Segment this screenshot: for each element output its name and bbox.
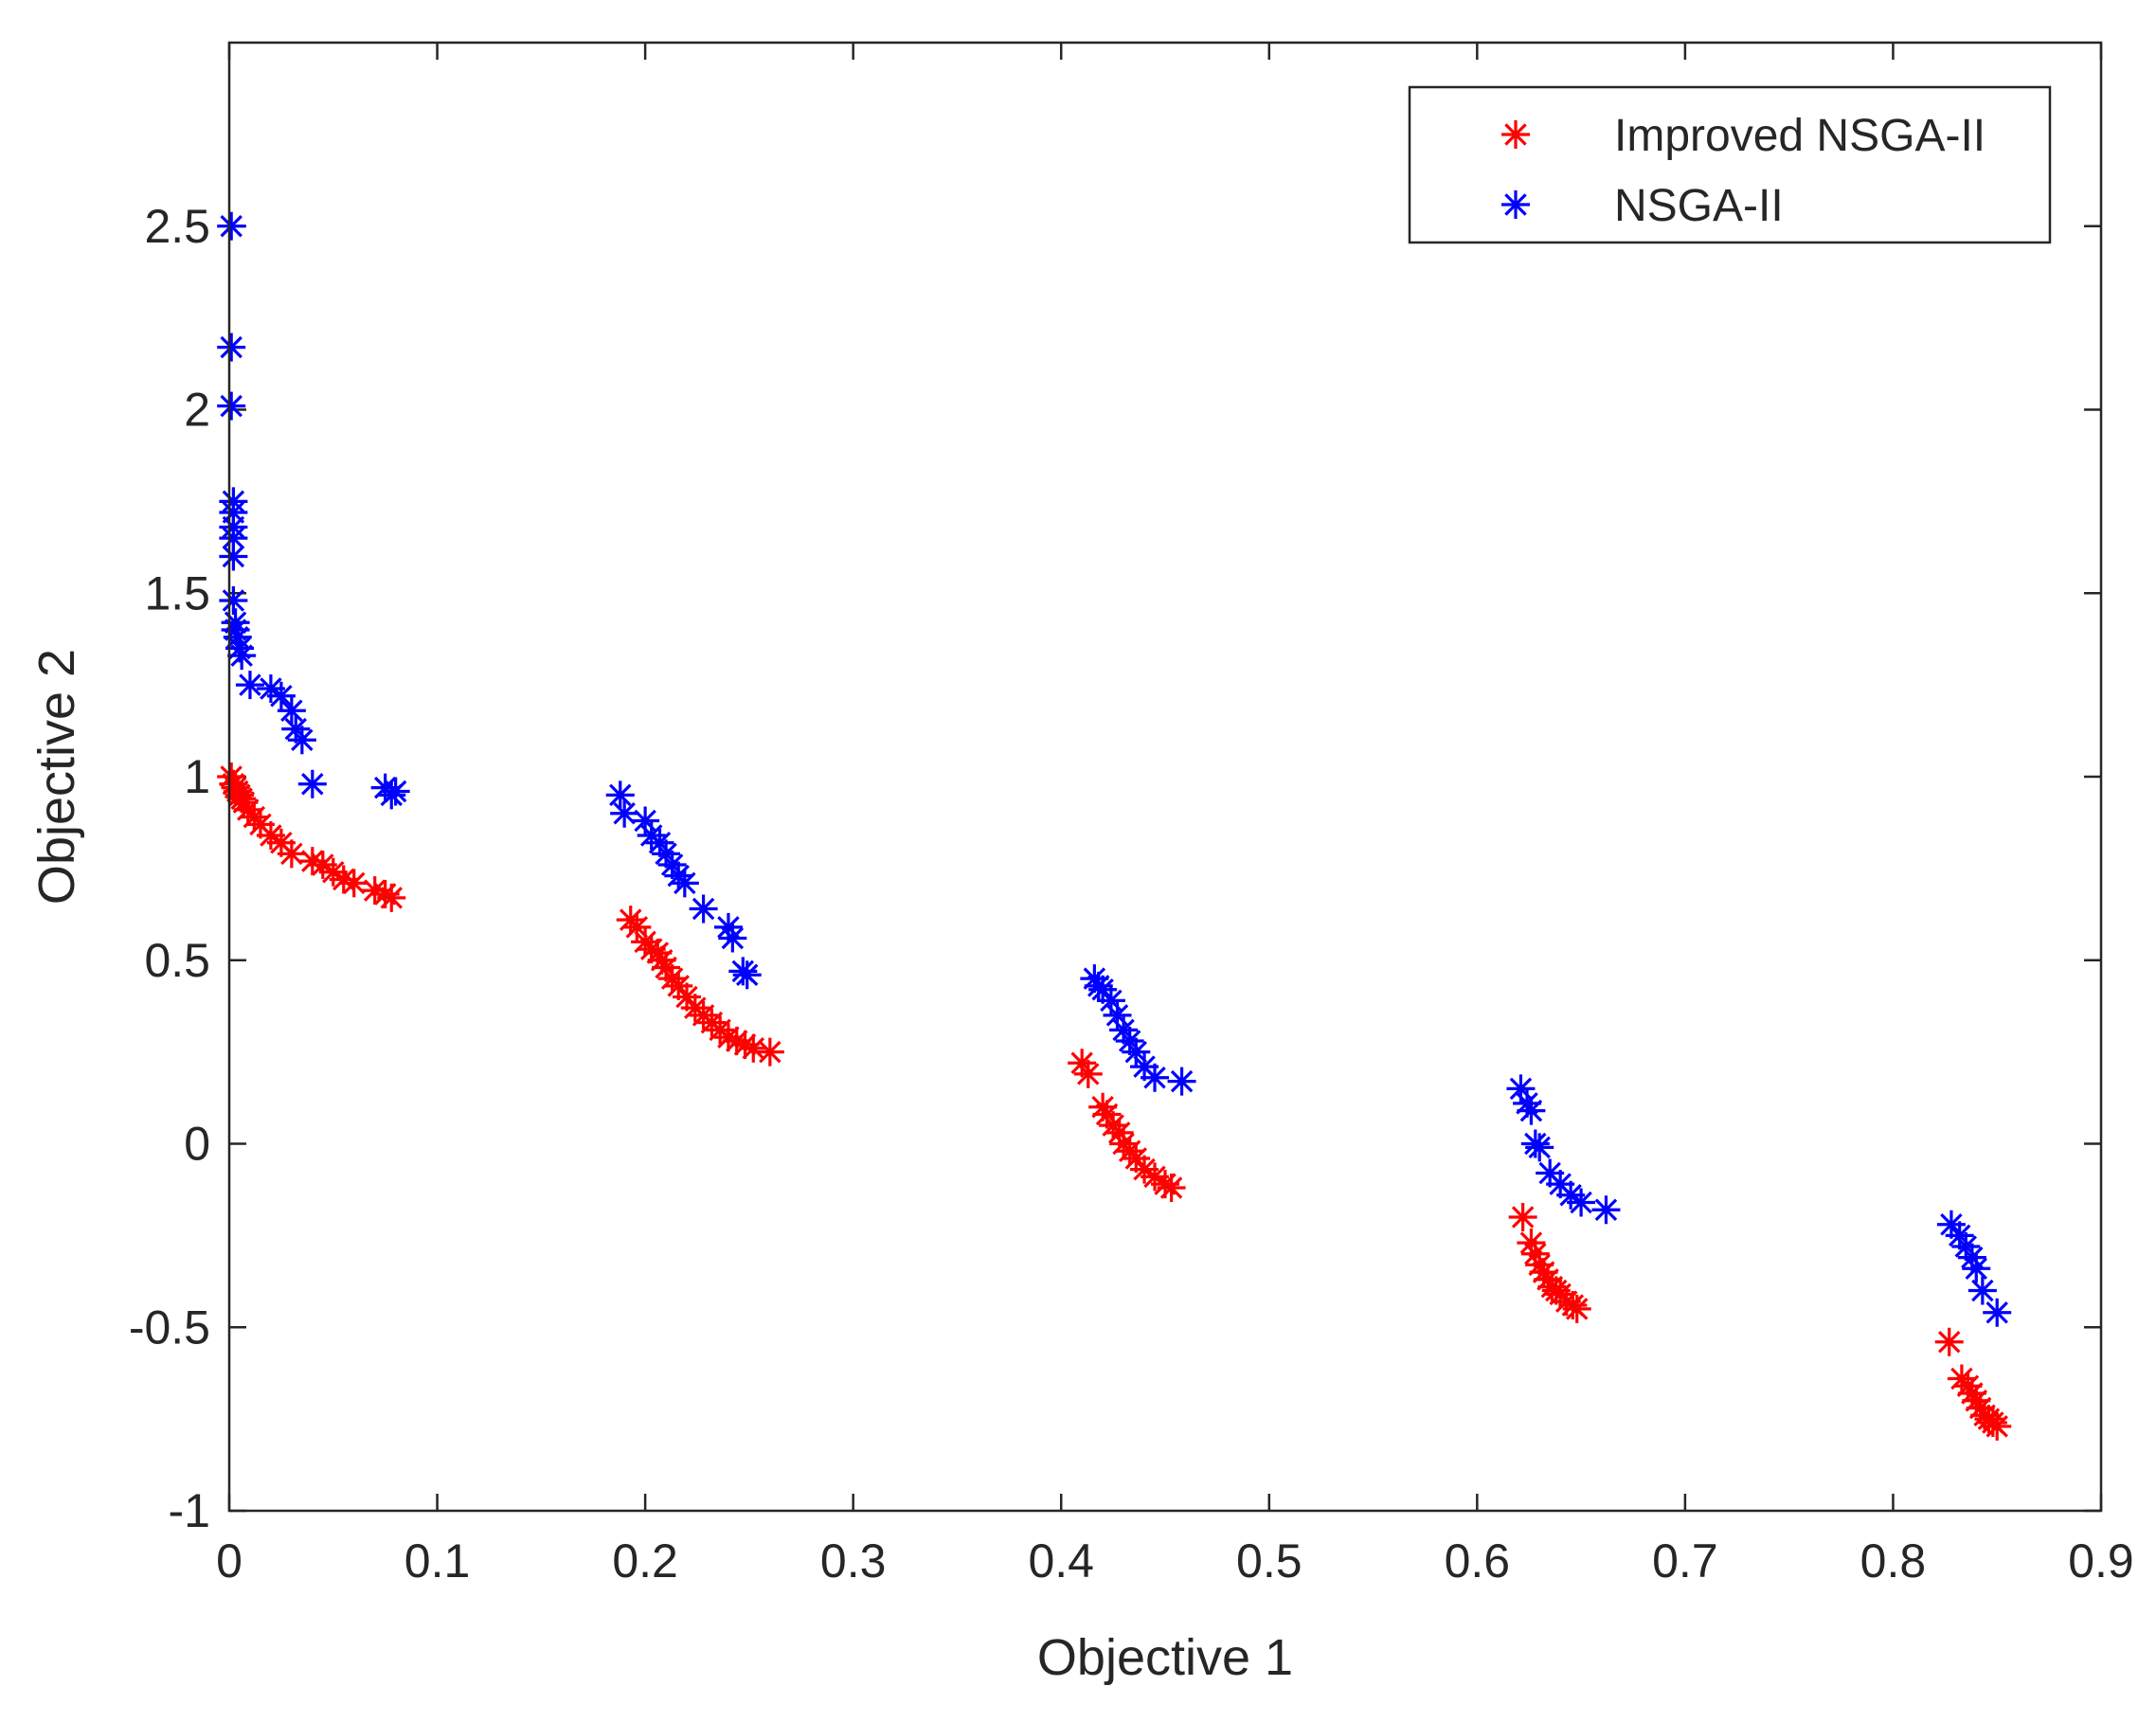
data-point [377, 883, 406, 912]
data-point [732, 960, 762, 990]
data-point [219, 542, 248, 571]
data-point [339, 869, 368, 898]
data-point [1591, 1195, 1621, 1225]
x-tick-label: 0.5 [1236, 1534, 1303, 1587]
legend-asterisk-icon [1501, 190, 1530, 219]
data-point [1517, 1096, 1546, 1125]
y-tick-label: 0.5 [144, 934, 210, 987]
x-tick-label: 0.1 [404, 1534, 471, 1587]
y-axis-title: Objective 2 [28, 649, 85, 905]
data-point [277, 839, 306, 869]
series-layer [217, 211, 2012, 1441]
series-nsga-ii [217, 211, 2012, 1327]
data-point [297, 769, 327, 798]
x-tick-labels: 0 0.1 0.2 0.3 0.4 0.5 0.6 0.7 0.8 0.9 [216, 1534, 2134, 1587]
data-point [1983, 1298, 2012, 1327]
x-tick-label: 0.9 [2068, 1534, 2134, 1587]
y-tick-labels: -1 -0.5 0 0.5 1 1.5 2 2.5 [129, 200, 210, 1537]
legend-label-improved-nsga-ii: Improved NSGA-II [1614, 111, 1985, 161]
legend: Improved NSGA-II NSGA-II [1408, 85, 2052, 244]
data-point [1983, 1411, 2012, 1441]
y-tick-label: -1 [169, 1484, 210, 1537]
data-point [277, 696, 306, 726]
data-point [1141, 1063, 1170, 1092]
data-point [610, 798, 639, 828]
data-point [217, 211, 246, 241]
data-point [1957, 1243, 1986, 1272]
data-point [1167, 1067, 1196, 1096]
data-point [227, 641, 257, 671]
y-tick-label: 2 [184, 384, 210, 437]
data-point [1073, 1059, 1103, 1088]
data-point [670, 869, 699, 898]
data-point [1157, 1174, 1186, 1202]
data-point [622, 912, 652, 942]
y-tick-label: 1.5 [144, 566, 210, 619]
data-point [755, 1037, 784, 1067]
data-point [718, 924, 747, 953]
data-point [739, 1033, 768, 1063]
x-tick-label: 0.2 [612, 1534, 678, 1587]
data-point [1122, 1144, 1151, 1173]
y-tick-label: 1 [184, 750, 210, 803]
data-point [689, 894, 718, 924]
legend-asterisk-icon [1501, 120, 1530, 149]
x-tick-label: 0.4 [1028, 1534, 1094, 1587]
data-point [287, 726, 316, 755]
data-point [1967, 1276, 1997, 1305]
data-point [605, 780, 635, 810]
data-point [1525, 1133, 1554, 1162]
x-tick-label: 0.8 [1860, 1534, 1927, 1587]
data-point [219, 586, 248, 615]
plot-frame [227, 41, 2103, 1513]
x-axis-title: Objective 1 [1037, 1629, 1293, 1686]
data-point [217, 332, 246, 362]
series-improved-nsga-ii [217, 762, 2012, 1441]
legend-label-nsga-ii: NSGA-II [1614, 181, 1784, 231]
data-point [235, 671, 264, 700]
y-tick-label: 2.5 [144, 200, 210, 253]
y-tick-label: 0 [184, 1118, 210, 1171]
plot-area [229, 43, 2101, 1511]
data-point [1934, 1327, 1964, 1356]
data-point [652, 839, 681, 869]
data-point [360, 876, 389, 906]
data-point [1962, 1254, 1991, 1283]
x-tick-label: 0.6 [1445, 1534, 1511, 1587]
data-point [1567, 1188, 1596, 1217]
data-point [1508, 1203, 1537, 1231]
data-point [1088, 975, 1118, 1004]
legend-marker-nsga-ii [1501, 190, 1530, 219]
data-point [217, 391, 246, 421]
x-tick-label: 0.7 [1652, 1534, 1718, 1587]
x-tick-label: 0.3 [820, 1534, 887, 1587]
legend-marker-improved-nsga-ii [1501, 120, 1530, 149]
x-tick-label: 0 [216, 1534, 243, 1587]
data-point [381, 777, 410, 806]
data-point [1562, 1294, 1591, 1323]
data-point [1122, 1037, 1151, 1067]
y-tick-label: -0.5 [129, 1300, 210, 1354]
data-point [266, 681, 296, 710]
